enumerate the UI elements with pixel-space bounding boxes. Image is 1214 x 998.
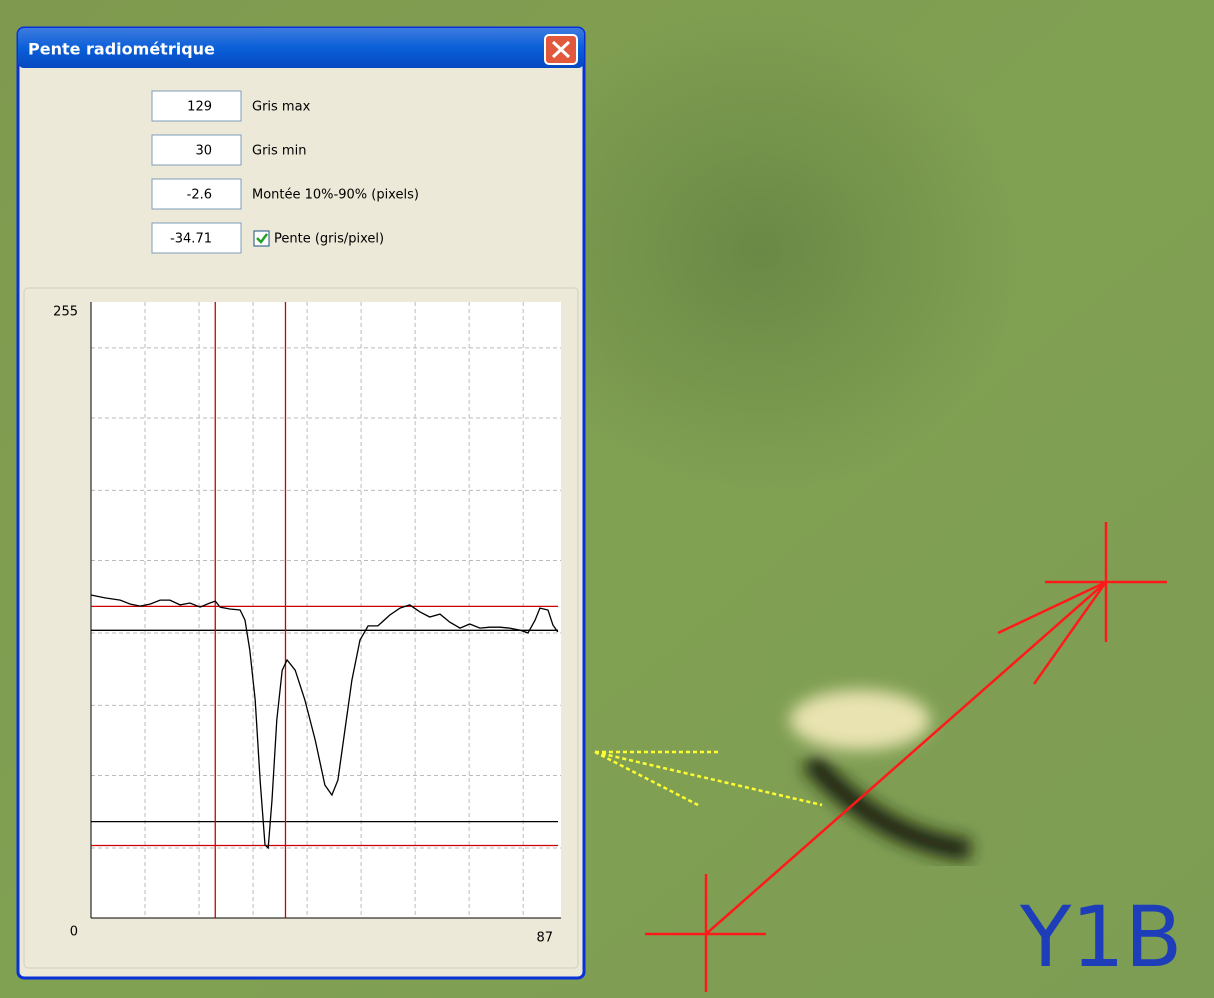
scene: Y1B Pente radiométrique 129 Gris max 30 Gri…	[0, 0, 1214, 998]
field-label: Montée 10%-90% (pixels)	[252, 188, 419, 203]
field-value: 30	[195, 144, 212, 159]
field-label: Gris min	[252, 144, 306, 159]
field-value: -2.6	[187, 188, 212, 203]
field-label: Gris max	[252, 100, 311, 115]
dialog-title: Pente radiométrique	[28, 40, 215, 59]
field-value: 129	[187, 100, 212, 115]
field-value: -34.71	[170, 232, 212, 247]
close-button[interactable]	[545, 35, 577, 64]
x-tick-label: 87	[536, 931, 553, 946]
field-label: Pente (gris/pixel)	[274, 232, 384, 247]
overlay-label: Y1B	[1019, 888, 1182, 986]
y-tick-label: 0	[70, 925, 78, 940]
screen: Y1B Pente radiométrique 129 Gris max 30 Gri…	[0, 0, 1214, 998]
y-tick-label: 255	[53, 305, 78, 320]
plot-area	[91, 302, 561, 918]
checkbox[interactable]	[254, 231, 269, 246]
